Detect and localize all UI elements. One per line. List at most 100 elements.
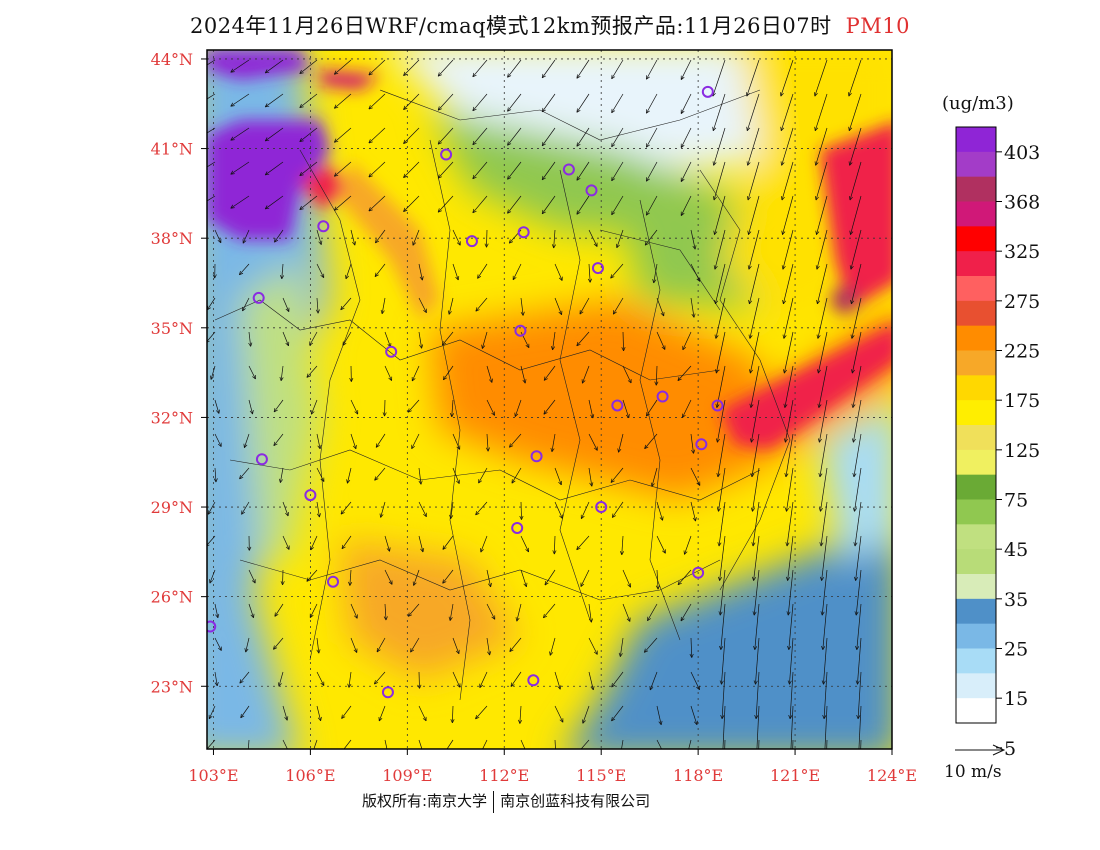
wind-arrow	[375, 433, 386, 448]
legend-label: 275	[1004, 291, 1040, 313]
wind-arrow	[576, 59, 590, 79]
wind-arrow	[208, 705, 216, 720]
wind-arrow	[340, 297, 352, 311]
wind-arrow	[783, 331, 794, 374]
wind-arrow	[437, 127, 454, 145]
wind-arrow	[622, 365, 632, 384]
wind-arrow	[554, 297, 563, 316]
wind-arrow	[282, 535, 290, 550]
wind-arrow	[588, 637, 598, 655]
wind-arrow	[713, 229, 726, 270]
wind-arrow	[748, 297, 760, 339]
wind-arrow	[282, 331, 290, 347]
wind-arrow	[541, 161, 556, 181]
wind-arrow	[507, 93, 522, 112]
wind-scale-label: 10 m/s	[944, 762, 1002, 782]
wind-arrow	[230, 161, 250, 175]
wind-arrow	[333, 93, 352, 109]
wind-arrow	[643, 637, 658, 653]
wind-arrow	[788, 671, 794, 719]
x-tick-label: 115°E	[576, 766, 626, 785]
city-marker	[511, 521, 524, 534]
wind-arrow	[622, 603, 631, 622]
wind-arrow	[448, 603, 454, 621]
wind-arrow	[814, 59, 828, 97]
wind-arrow	[619, 535, 625, 555]
wind-arrow	[814, 93, 828, 132]
wind-arrow	[518, 705, 523, 724]
wind-arrow	[277, 671, 284, 687]
wind-arrow	[264, 93, 284, 108]
y-tick-label: 35°N	[151, 319, 193, 338]
wind-arrow	[855, 603, 862, 650]
legend-swatch	[956, 598, 996, 625]
wind-arrow	[376, 637, 386, 653]
legend-swatch	[956, 474, 996, 500]
wind-arrow	[550, 433, 556, 453]
wind-arrow	[677, 569, 692, 586]
wind-arrow	[850, 263, 862, 305]
legend-swatch	[956, 300, 996, 327]
wind-arrow	[239, 671, 250, 684]
wind-arrow	[656, 705, 663, 726]
wind-arrow	[783, 399, 794, 443]
wind-arrow	[486, 399, 495, 416]
wind-arrow	[316, 671, 325, 686]
wind-arrow	[754, 671, 760, 719]
legend-swatch	[956, 549, 996, 575]
legend-swatch	[956, 524, 996, 550]
wind-arrow	[248, 399, 254, 415]
wind-arrow	[715, 399, 726, 443]
wind-arrow	[346, 467, 352, 484]
wind-arrow	[340, 501, 352, 515]
city-markers	[207, 85, 724, 699]
city-marker	[317, 220, 330, 233]
legend-label: 25	[1004, 639, 1028, 661]
wind-arrow	[378, 705, 386, 722]
wind-arrow	[611, 127, 624, 148]
wind-arrow	[690, 671, 700, 690]
wind-arrow	[230, 93, 250, 107]
wind-arrow	[749, 331, 760, 374]
wind-arrow	[478, 467, 488, 484]
wind-arrow	[310, 535, 318, 551]
wind-arrow	[282, 705, 289, 721]
x-tick-label: 124°E	[867, 766, 917, 785]
wind-arrow	[714, 263, 726, 305]
color-legend: 403 368 325 275 225 175 125 75 45 35 25 15 5	[955, 126, 1040, 760]
wind-arrow	[680, 127, 692, 148]
wind-arrow	[611, 161, 624, 182]
wind-arrow	[758, 739, 760, 749]
wind-arrow	[646, 127, 658, 148]
wind-arrow	[611, 93, 624, 114]
wind-arrow	[452, 637, 460, 655]
wind-arrow	[786, 569, 794, 616]
y-tick-label: 41°N	[151, 140, 193, 159]
wind-arrow	[680, 59, 692, 80]
legend-label: 225	[1004, 341, 1040, 363]
wind-arrow	[280, 569, 285, 586]
wind-arrow	[815, 195, 828, 235]
wind-arrow	[677, 365, 692, 381]
wind-arrow	[264, 59, 284, 74]
wind-arrow	[749, 365, 760, 408]
wind-arrow	[442, 535, 454, 550]
wind-arrow	[403, 195, 420, 212]
boundary-line	[379, 89, 761, 141]
wind-arrow	[820, 569, 828, 616]
wind-arrow	[486, 637, 492, 656]
wind-arrow	[248, 569, 256, 584]
wind-arrow	[278, 467, 284, 483]
wind-arrow	[368, 59, 386, 76]
wind-arrow	[207, 59, 216, 66]
wind-arrow	[306, 569, 318, 582]
wind-arrow	[750, 467, 760, 512]
wind-arrow	[333, 161, 352, 177]
wind-arrow	[520, 739, 526, 749]
wind-arrow	[207, 161, 216, 168]
wind-arrow	[848, 59, 862, 97]
wind-arrow	[241, 501, 250, 515]
wind-arrow	[815, 161, 828, 201]
legend-unit: (ug/m3)	[942, 93, 1014, 114]
wind-arrow	[646, 195, 658, 216]
